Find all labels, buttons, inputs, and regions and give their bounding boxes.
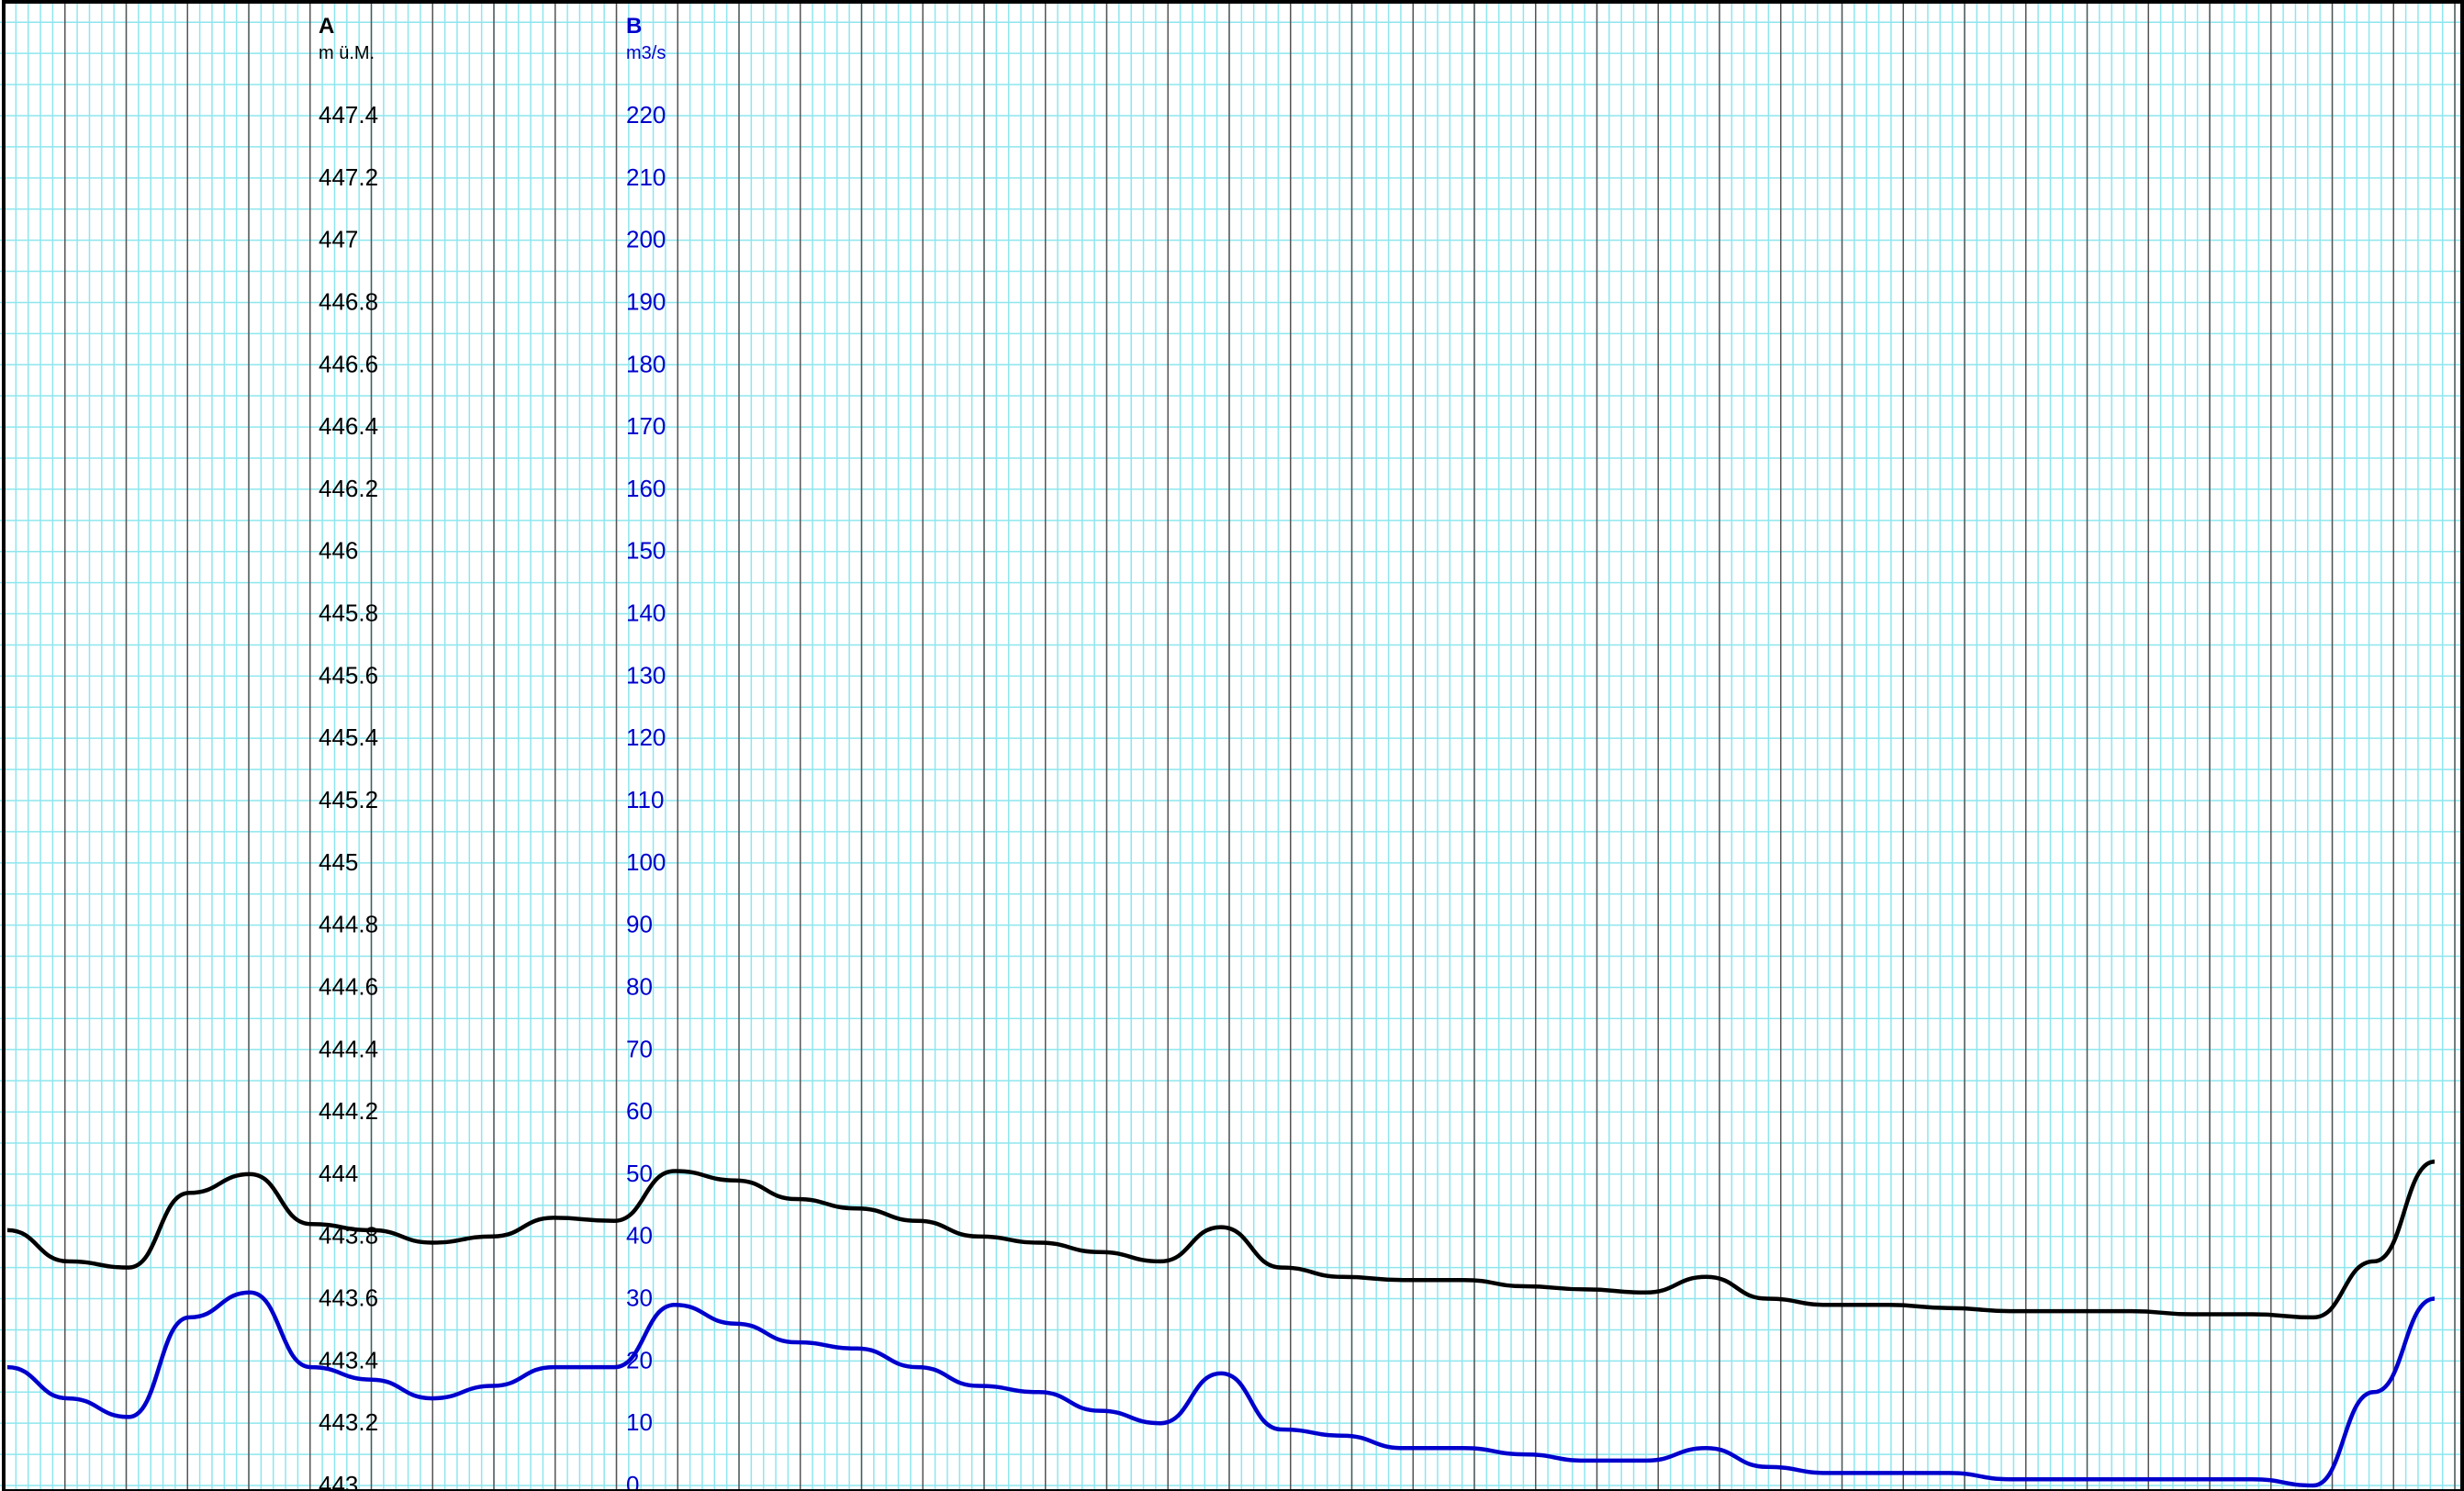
right-tick-label: 100 bbox=[626, 848, 666, 876]
right-tick-label: 120 bbox=[626, 723, 666, 751]
right-tick-label: 180 bbox=[626, 350, 666, 377]
right-tick-label: 130 bbox=[626, 661, 666, 689]
series-a-line bbox=[6, 1160, 2436, 1320]
left-tick-labels: 443443.2443.4443.6443.8444444.2444.4444.… bbox=[319, 101, 378, 1491]
left-tick-label: 444.2 bbox=[319, 1097, 378, 1125]
left-tick-label: 446.6 bbox=[319, 350, 378, 377]
left-tick-label: 447.2 bbox=[319, 163, 378, 191]
left-axis-unit: m ü.M. bbox=[319, 43, 375, 63]
right-tick-label: 0 bbox=[626, 1471, 639, 1491]
right-tick-label: 40 bbox=[626, 1222, 653, 1250]
left-tick-label: 446.2 bbox=[319, 475, 378, 502]
right-tick-label: 70 bbox=[626, 1035, 653, 1062]
right-tick-label: 190 bbox=[626, 287, 666, 315]
right-tick-label: 210 bbox=[626, 163, 666, 191]
right-tick-label: 200 bbox=[626, 226, 666, 253]
right-axis-letter: B bbox=[626, 14, 642, 39]
right-tick-label: 80 bbox=[626, 972, 653, 1000]
left-axis-letter: A bbox=[319, 14, 334, 39]
right-tick-label: 170 bbox=[626, 412, 666, 440]
series-layer bbox=[6, 1160, 2436, 1488]
left-tick-label: 445.6 bbox=[319, 661, 378, 689]
right-tick-label: 220 bbox=[626, 101, 666, 129]
left-tick-label: 447 bbox=[319, 226, 358, 253]
right-axis: B m3/s 010203040506070809010011012013014… bbox=[626, 14, 666, 1491]
left-tick-label: 446.8 bbox=[319, 287, 378, 315]
left-tick-label: 445.8 bbox=[319, 600, 378, 627]
right-tick-label: 50 bbox=[626, 1160, 653, 1187]
series-b-line bbox=[6, 1290, 2436, 1488]
left-tick-label: 445 bbox=[319, 848, 358, 876]
left-tick-label: 445.2 bbox=[319, 786, 378, 813]
right-tick-label: 110 bbox=[626, 786, 664, 813]
left-tick-label: 446 bbox=[319, 537, 358, 565]
left-tick-label: 445.4 bbox=[319, 723, 378, 751]
left-tick-label: 444.8 bbox=[319, 911, 378, 938]
left-tick-label: 443.6 bbox=[319, 1284, 378, 1312]
left-tick-label: 443 bbox=[319, 1471, 358, 1491]
left-tick-label: 444 bbox=[319, 1160, 358, 1187]
right-axis-unit: m3/s bbox=[626, 43, 666, 63]
left-tick-label: 446.4 bbox=[319, 412, 378, 440]
right-tick-labels: 0102030405060708090100110120130140150160… bbox=[626, 101, 666, 1491]
right-tick-label: 60 bbox=[626, 1097, 653, 1125]
right-tick-label: 30 bbox=[626, 1284, 653, 1312]
right-tick-label: 150 bbox=[626, 537, 666, 565]
left-axis: A m ü.M. 443443.2443.4443.6443.8444444.2… bbox=[319, 14, 378, 1491]
left-tick-label: 447.4 bbox=[319, 101, 378, 129]
major-grid bbox=[64, 0, 2456, 1491]
right-tick-label: 140 bbox=[626, 600, 666, 627]
left-tick-label: 444.6 bbox=[319, 972, 378, 1000]
right-tick-label: 160 bbox=[626, 475, 666, 502]
right-tick-label: 90 bbox=[626, 911, 653, 938]
right-tick-label: 10 bbox=[626, 1408, 653, 1436]
left-tick-label: 443.2 bbox=[319, 1408, 378, 1436]
left-tick-label: 444.4 bbox=[319, 1035, 378, 1062]
